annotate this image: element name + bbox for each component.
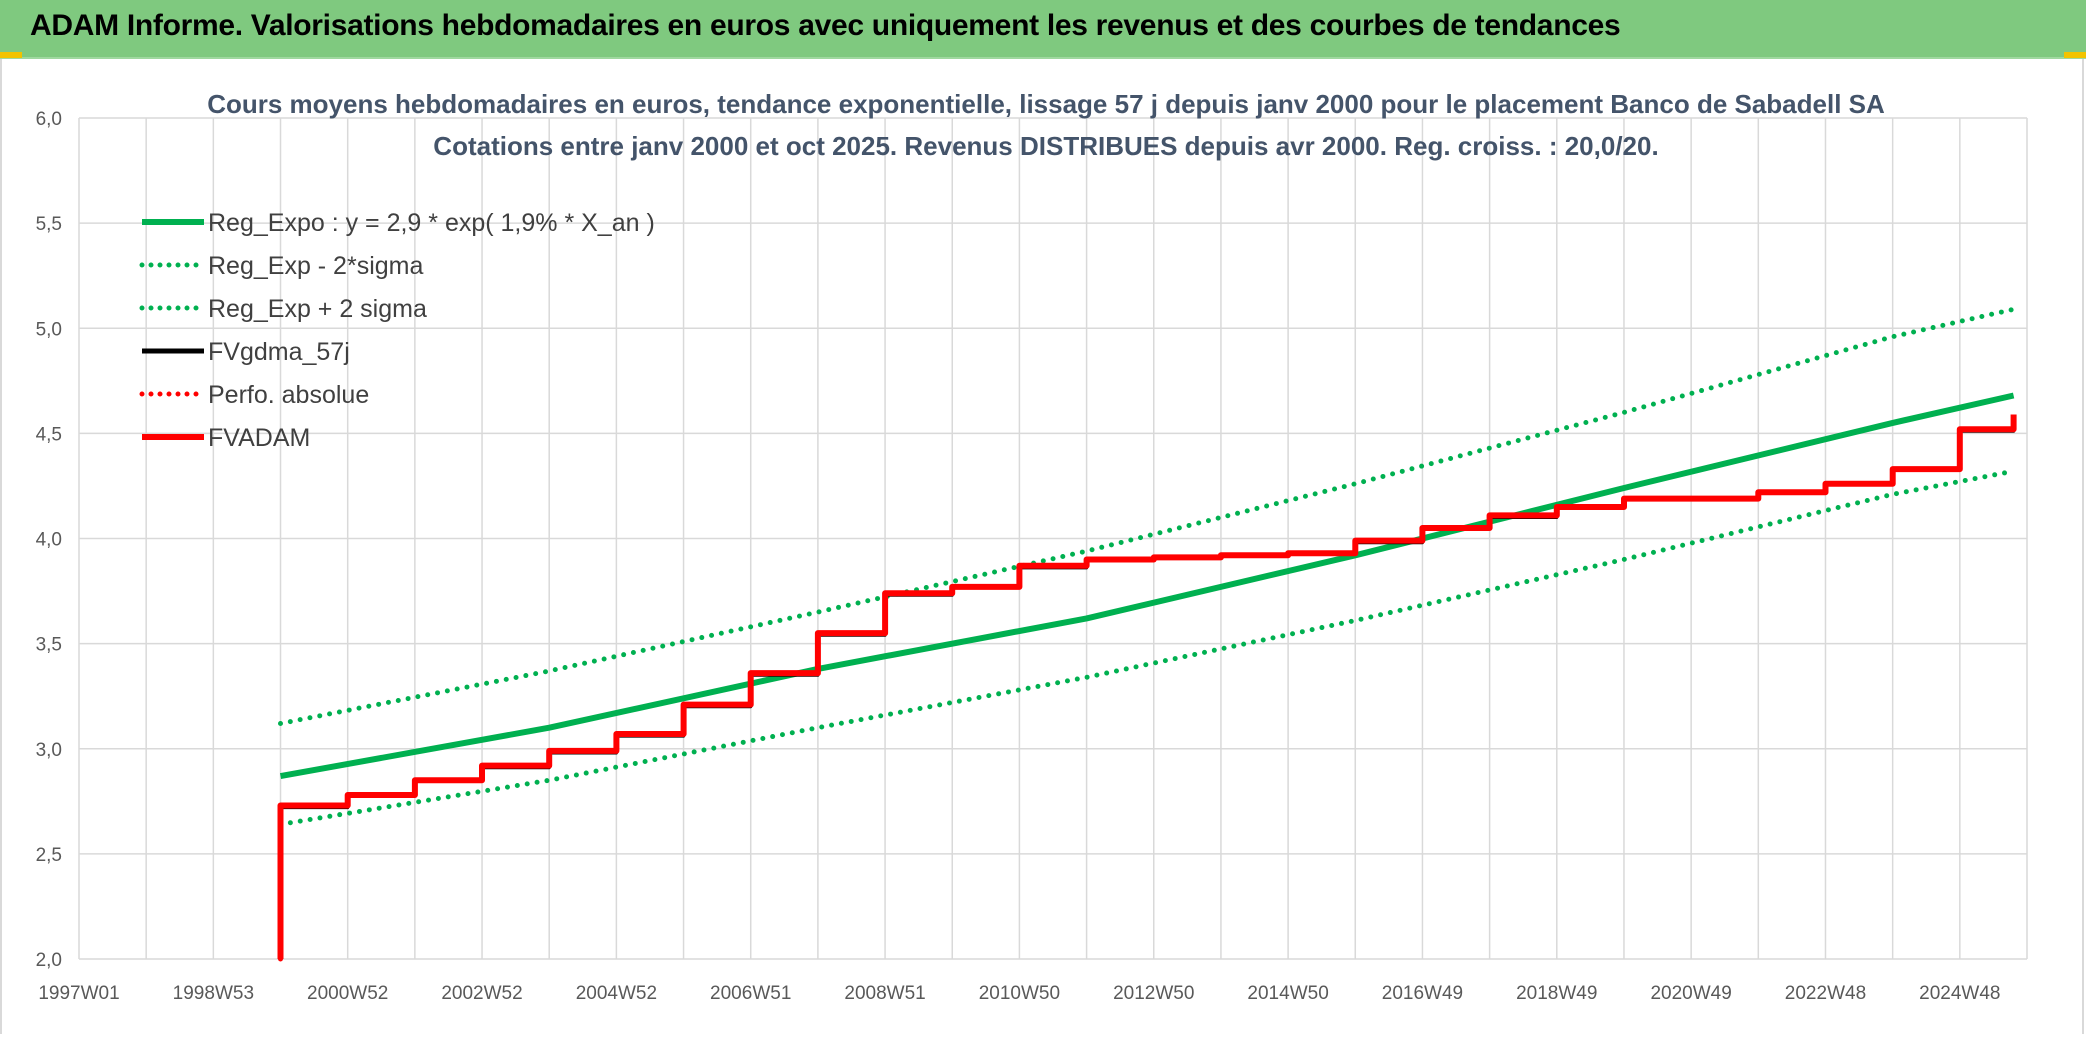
x-tick-label: 1997W01: [38, 983, 119, 1004]
legend-label: Perfo. absolue: [208, 381, 369, 409]
x-tick-label: 2002W52: [441, 983, 522, 1004]
banner-title: ADAM Informe. Valorisations hebdomadaire…: [30, 9, 1621, 42]
x-tick-label: 2016W49: [1382, 983, 1463, 1004]
corner-marker-left: [0, 52, 22, 58]
series-line-2: [278, 306, 2017, 726]
x-tick-label: 2020W49: [1650, 983, 1731, 1004]
grid-lines: [78, 117, 2028, 960]
series-line-0: [279, 392, 2015, 780]
y-tick-label: 2,5: [36, 845, 62, 866]
x-tick-label: 2004W52: [576, 983, 657, 1004]
legend-label: FVgdma_57j: [208, 338, 350, 366]
chart-frame: [0, 59, 2084, 1034]
x-tick-label: 2022W48: [1785, 983, 1866, 1004]
x-tick-label: 1998W53: [173, 983, 254, 1004]
y-tick-label: 3,0: [36, 740, 62, 761]
legend-label: Reg_Exp - 2*sigma: [208, 252, 423, 280]
y-tick-label: 3,5: [36, 635, 62, 656]
y-axis-ticks: 2,0 2,5 3,0 3,5 4,0 4,5 5,0 5,5 6,0: [36, 109, 62, 971]
x-tick-label: 2008W51: [844, 983, 925, 1004]
y-tick-label: 5,0: [36, 319, 62, 340]
x-axis-ticks: 1997W01 1998W53 2000W52 2002W52 2004W52 2006W…: [38, 983, 2000, 1004]
series-layer: [277, 306, 2017, 962]
x-tick-label: 2000W52: [307, 983, 388, 1004]
legend-label: FVADAM: [208, 424, 310, 452]
chart-subtitle: Cotations entre janv 2000 et oct 2025. R…: [433, 131, 1658, 161]
y-tick-label: 4,5: [36, 424, 62, 445]
y-tick-label: 4,0: [36, 530, 62, 551]
x-tick-label: 2012W50: [1113, 983, 1194, 1004]
y-tick-label: 5,5: [36, 214, 62, 235]
legend-label: Reg_Expo : y = 2,9 * exp( 1,9% * X_an ): [208, 209, 655, 237]
chart-title: Cours moyens hebdomadaires en euros, ten…: [207, 89, 1885, 119]
series-line-1: [278, 468, 2017, 827]
x-tick-label: 2024W48: [1919, 983, 2000, 1004]
title-banner: ADAM Informe. Valorisations hebdomadaire…: [0, 0, 2086, 59]
corner-marker-right: [2064, 52, 2086, 58]
y-tick-label: 6,0: [36, 109, 62, 130]
x-tick-label: 2018W49: [1516, 983, 1597, 1004]
series-line-5: [277, 414, 2017, 959]
y-tick-label: 2,0: [36, 950, 62, 971]
x-tick-label: 2006W51: [710, 983, 791, 1004]
legend-label: Reg_Exp + 2 sigma: [208, 295, 427, 323]
x-tick-label: 2010W50: [979, 983, 1060, 1004]
legend: Reg_Expo : y = 2,9 * exp( 1,9% * X_an ) R…: [139, 209, 655, 452]
x-tick-label: 2014W50: [1247, 983, 1328, 1004]
